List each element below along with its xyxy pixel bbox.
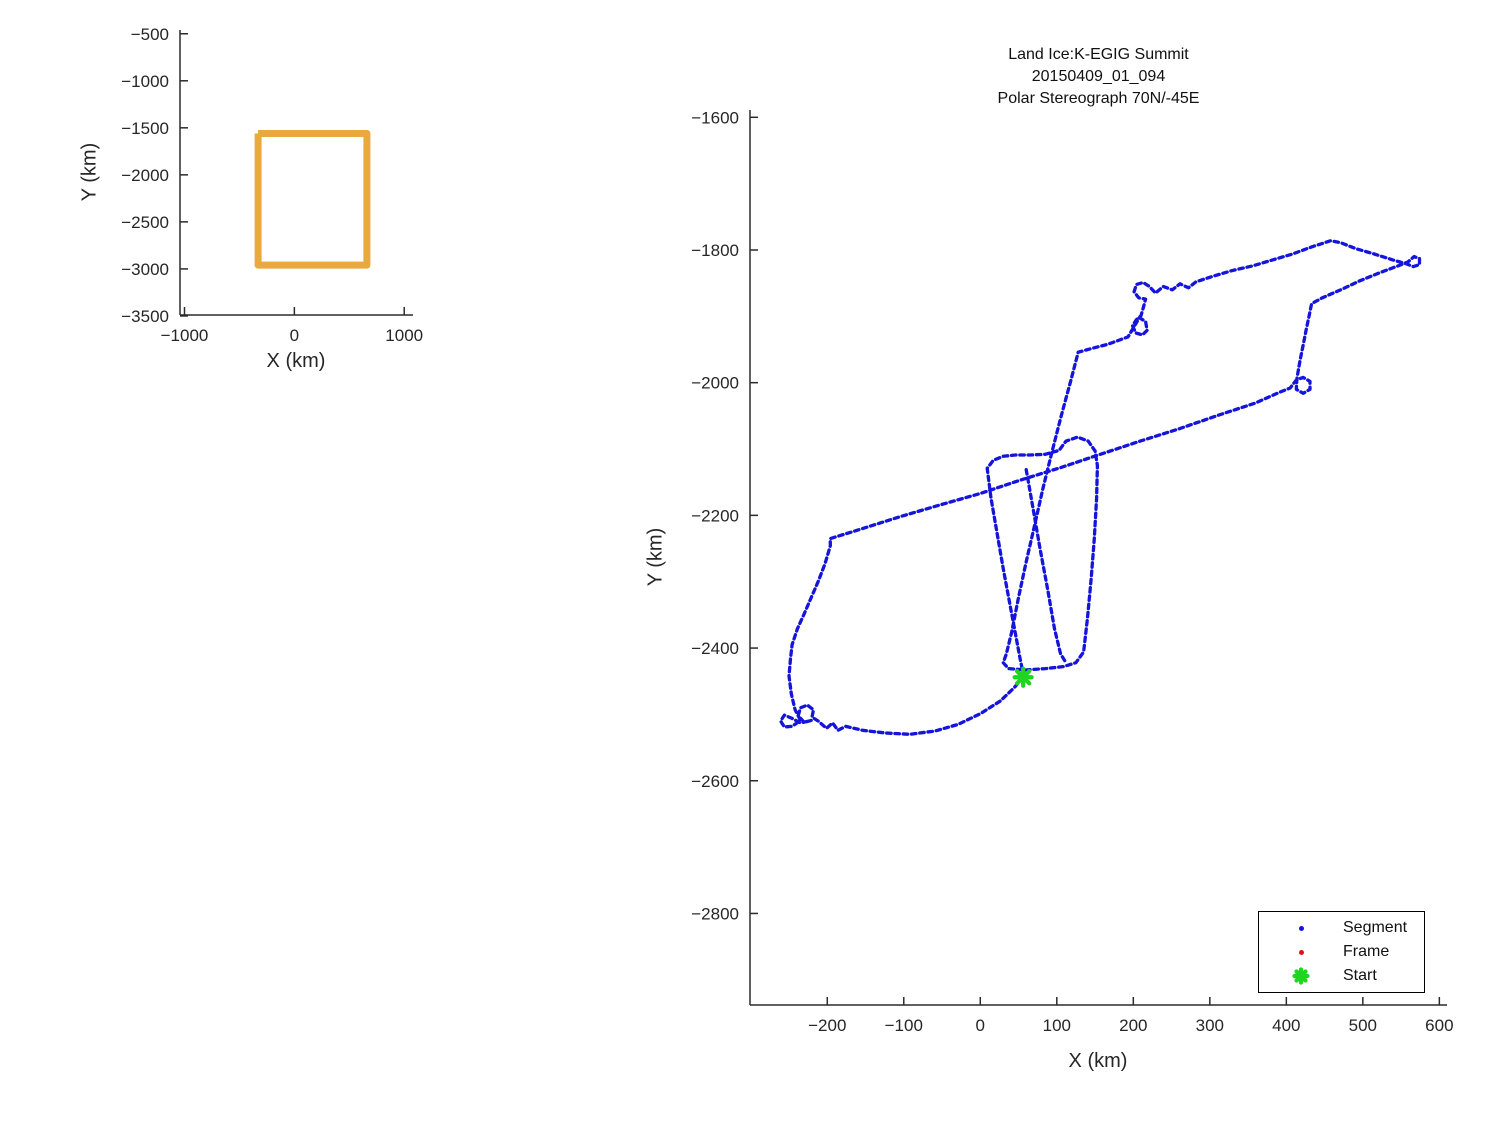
inset-x-axis-label: X (km) <box>266 350 326 372</box>
x-tick-label: 0 <box>290 326 299 345</box>
y-tick-label: −1000 <box>121 72 169 91</box>
y-tick-label: −2200 <box>691 506 739 525</box>
start-asterisk-icon <box>1259 967 1343 985</box>
legend-row-start: Start <box>1259 964 1424 988</box>
segment-dot-icon <box>1259 925 1343 931</box>
y-tick-label: −3500 <box>121 307 169 326</box>
legend-row-segment: Segment <box>1259 916 1424 940</box>
legend-label-frame: Frame <box>1343 943 1390 960</box>
coverage-bounds-outline <box>254 130 371 269</box>
x-tick-label: 300 <box>1196 1016 1224 1035</box>
y-tick-label: −2000 <box>691 374 739 393</box>
legend-label-start: Start <box>1343 967 1377 984</box>
y-tick-label: −1800 <box>691 241 739 260</box>
legend-row-frame: Frame <box>1259 940 1424 964</box>
x-tick-label: 0 <box>976 1016 985 1035</box>
x-tick-label: −200 <box>808 1016 846 1035</box>
flight-track-plot: −200 −100 0 100 200 300 400 500 600 −1600 −1800 −20… <box>691 108 1453 1035</box>
y-tick-label: −1500 <box>121 119 169 138</box>
main-x-axis-label: X (km) <box>1068 1050 1128 1072</box>
x-tick-label: 200 <box>1119 1016 1147 1035</box>
x-tick-label: −1000 <box>161 326 209 345</box>
y-tick-label: −2000 <box>121 166 169 185</box>
legend-label-segment: Segment <box>1343 919 1408 936</box>
x-tick-label: 400 <box>1272 1016 1300 1035</box>
overview-map-plot: −1000 0 1000 −500 −1000 −1500 −2000 −2500 −3000 −… <box>121 25 423 345</box>
y-tick-label: −2400 <box>691 639 739 658</box>
x-tick-label: 100 <box>1043 1016 1071 1035</box>
x-tick-label: 500 <box>1349 1016 1377 1035</box>
inset-y-axis-label: Y (km) <box>78 142 101 202</box>
segment-track <box>778 239 1422 736</box>
y-tick-label: −500 <box>131 25 169 44</box>
main-plot-title: Land Ice:K-EGIG Summit 20150409_01_094 P… <box>750 44 1447 110</box>
legend-box: Segment Frame Start <box>1258 911 1425 993</box>
title-line-projection: Polar Stereograph 70N/-45E <box>997 90 1200 107</box>
frame-dot-icon <box>1259 949 1343 955</box>
start-marker <box>1012 666 1034 688</box>
x-tick-label: 1000 <box>385 326 423 345</box>
y-tick-label: −2500 <box>121 213 169 232</box>
title-line-flight-id: 20150409_01_094 <box>1031 68 1166 85</box>
y-tick-label: −2600 <box>691 772 739 791</box>
y-tick-label: −2800 <box>691 904 739 923</box>
y-tick-label: −1600 <box>691 108 739 127</box>
title-line-mission: Land Ice:K-EGIG Summit <box>1008 46 1189 63</box>
x-tick-label: −100 <box>885 1016 923 1035</box>
x-tick-label: 600 <box>1425 1016 1453 1035</box>
y-tick-label: −3000 <box>121 260 169 279</box>
main-y-axis-label: Y (km) <box>644 527 667 587</box>
